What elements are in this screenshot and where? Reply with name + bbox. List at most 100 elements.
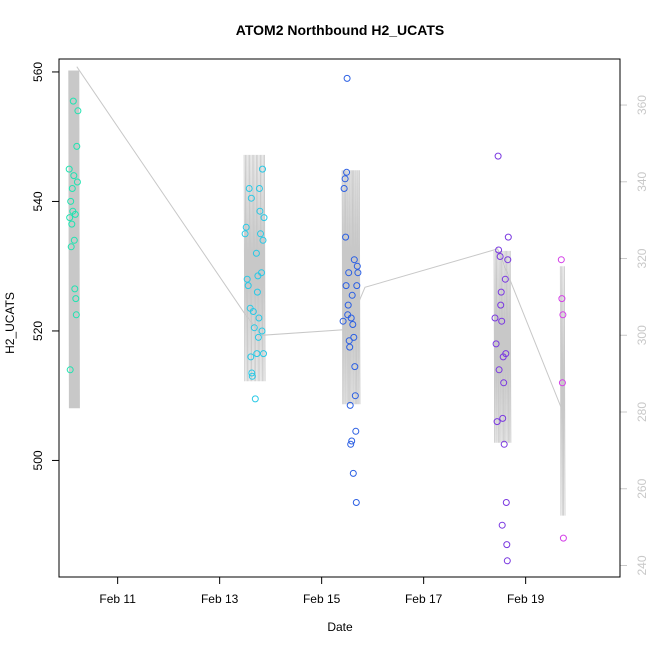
altitude-profile-3: [341, 170, 361, 405]
data-point: [244, 282, 252, 290]
data-point: [247, 353, 255, 361]
data-point: [491, 314, 499, 322]
data-point: [492, 340, 500, 348]
secondary-y-axis: 240 260 280 300 320 340 360: [619, 95, 649, 576]
data-point: [247, 194, 255, 202]
data-point: [500, 440, 508, 448]
data-point: [245, 185, 253, 192]
y-axis: 500 520 540 560: [31, 62, 60, 470]
data-point: [260, 350, 267, 358]
x-tick-label: Feb 15: [303, 592, 341, 606]
y2-tick-label: 360: [635, 95, 649, 115]
data-point: [68, 185, 76, 192]
data-point: [497, 288, 505, 296]
data-point: [349, 469, 357, 477]
data-point: [258, 327, 266, 335]
data-point: [343, 74, 351, 82]
y2-tick-label: 260: [635, 478, 649, 498]
x-tick-label: Feb 19: [507, 592, 545, 606]
data-point: [351, 363, 359, 371]
data-point: [243, 275, 251, 283]
data-point: [259, 165, 266, 173]
data-point: [248, 369, 256, 377]
y2-tick-label: 280: [635, 402, 649, 422]
x-axis-label: Date: [327, 620, 353, 634]
data-point: [66, 214, 74, 222]
data-point: [496, 253, 504, 260]
data-point: [495, 366, 503, 374]
data-point: [339, 317, 347, 325]
data-point: [68, 220, 76, 228]
data-point: [350, 256, 358, 264]
data-point: [252, 249, 260, 257]
y-tick-label: 500: [31, 450, 45, 470]
data-point: [254, 333, 262, 341]
data-point: [557, 256, 565, 264]
data-point: [257, 230, 264, 238]
data-point: [70, 236, 78, 244]
data-point: [351, 392, 359, 400]
x-tick-label: Feb 13: [201, 592, 239, 606]
data-point: [500, 379, 508, 387]
data-point: [350, 333, 358, 341]
x-axis: Feb 11 Feb 13 Feb 15 Feb 17 Feb 19: [99, 576, 545, 606]
data-point: [71, 210, 79, 218]
data-point: [67, 243, 75, 251]
data-point: [74, 107, 82, 115]
data-point: [494, 152, 502, 160]
data-point: [497, 301, 505, 309]
data-point: [353, 282, 361, 290]
y-tick-label: 540: [31, 191, 45, 211]
data-point: [253, 288, 261, 296]
data-point: [73, 142, 81, 150]
x-tick-label: Feb 11: [99, 592, 136, 606]
data-point: [346, 343, 354, 351]
data-point: [354, 269, 362, 277]
y2-tick-label: 340: [635, 171, 649, 191]
altitude-line: [68, 66, 566, 516]
data-point: [348, 291, 356, 299]
data-point: [558, 379, 566, 387]
data-point: [352, 427, 360, 435]
data-point: [344, 301, 352, 309]
x-tick-label: Feb 17: [405, 592, 443, 606]
data-point: [70, 172, 78, 180]
data-point: [343, 168, 351, 176]
data-point: [72, 311, 80, 319]
data-point: [345, 269, 353, 277]
data-point: [559, 534, 567, 542]
data-point: [502, 350, 510, 358]
data-point: [340, 185, 348, 192]
data-point: [69, 97, 77, 105]
data-point: [504, 233, 512, 241]
data-point: [251, 395, 259, 403]
altitude-profile-1: [68, 70, 80, 409]
plot-frame: [58, 58, 621, 578]
data-point: [342, 233, 350, 241]
data-point: [255, 185, 263, 192]
data-point: [353, 262, 361, 270]
data-point: [241, 230, 249, 238]
data-point: [347, 440, 355, 448]
data-point: [341, 175, 349, 183]
altitude-profile-5: [559, 266, 566, 516]
y-tick-label: 560: [31, 62, 45, 82]
data-point: [346, 401, 354, 409]
data-point: [67, 197, 75, 205]
altitude-profile-2: [243, 154, 266, 382]
y2-tick-label: 300: [635, 325, 649, 345]
data-point: [242, 223, 250, 231]
y2-tick-label: 320: [635, 248, 649, 268]
data-point: [352, 499, 360, 506]
data-point: [72, 295, 80, 303]
data-point: [502, 499, 510, 506]
y2-tick-label: 240: [635, 555, 649, 575]
data-point: [347, 314, 355, 322]
altitude-trend-line: [76, 66, 564, 413]
data-point: [349, 321, 357, 328]
data-point: [66, 366, 74, 374]
data-point: [558, 295, 566, 303]
data-point: [256, 207, 264, 215]
data-point: [249, 308, 257, 315]
